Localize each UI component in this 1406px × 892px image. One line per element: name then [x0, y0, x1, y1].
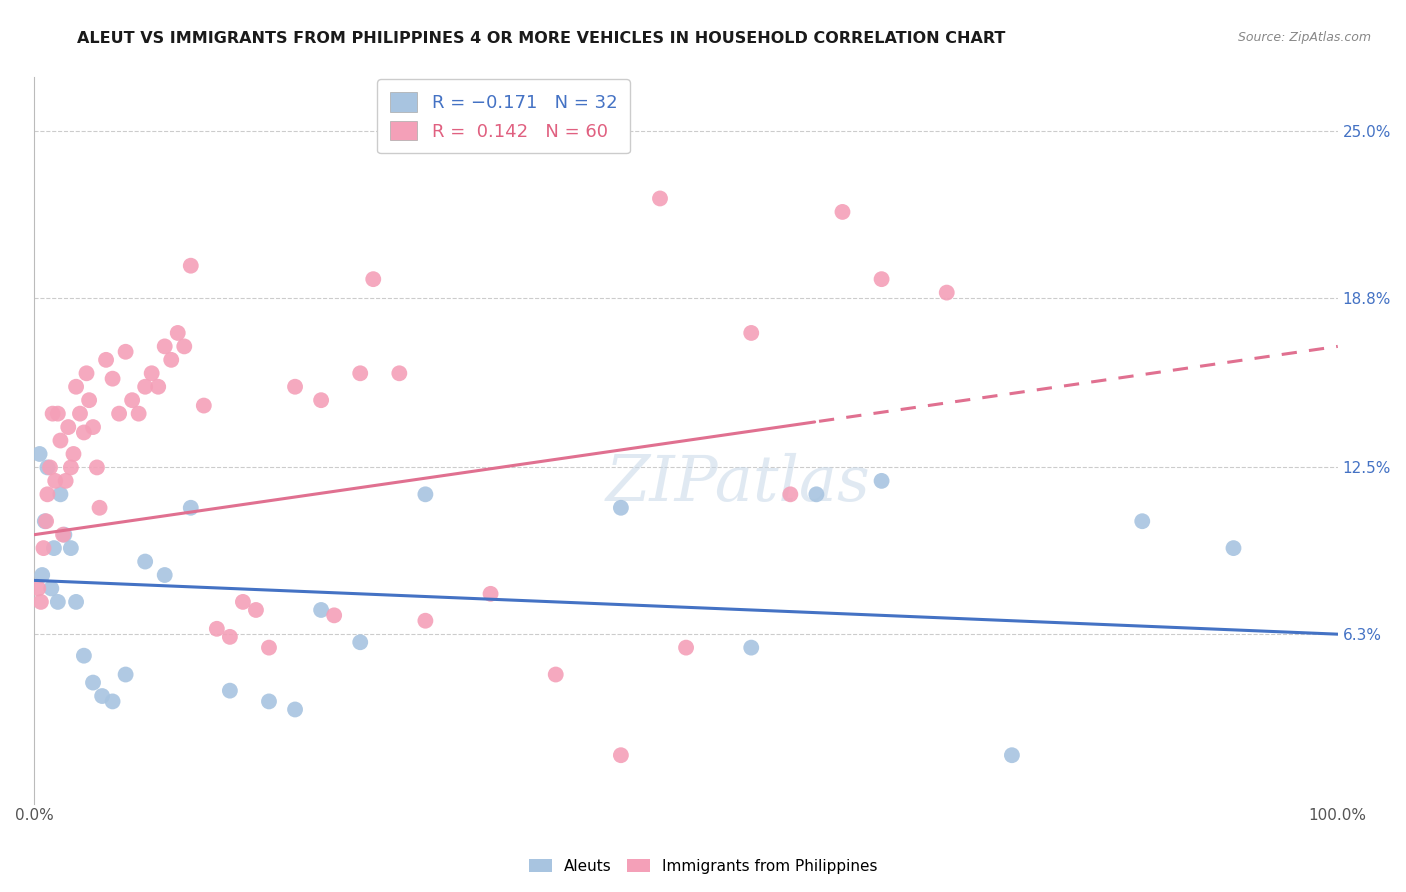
Point: [831, 205, 853, 219]
Point: [44, 474, 66, 488]
Point: [309, 603, 332, 617]
Point: [86, 460, 108, 475]
Point: [180, 500, 202, 515]
Point: [779, 487, 801, 501]
Point: [31, 568, 53, 582]
Text: ZIPatlas: ZIPatlas: [606, 453, 870, 515]
Point: [806, 487, 828, 501]
Point: [740, 640, 762, 655]
Text: ALEUT VS IMMIGRANTS FROM PHILIPPINES 4 OR MORE VEHICLES IN HOUSEHOLD CORRELATION: ALEUT VS IMMIGRANTS FROM PHILIPPINES 4 O…: [77, 31, 1005, 46]
Point: [284, 380, 307, 394]
Point: [82, 420, 104, 434]
Point: [59, 541, 82, 555]
Point: [27, 582, 49, 596]
Text: Source: ZipAtlas.com: Source: ZipAtlas.com: [1237, 31, 1371, 45]
Point: [479, 587, 502, 601]
Point: [323, 608, 346, 623]
Point: [648, 191, 671, 205]
Point: [65, 595, 87, 609]
Point: [58, 420, 80, 434]
Point: [46, 595, 69, 609]
Point: [42, 541, 65, 555]
Point: [309, 393, 332, 408]
Point: [39, 460, 62, 475]
Point: [30, 595, 52, 609]
Point: [675, 640, 697, 655]
Point: [52, 527, 75, 541]
Point: [134, 555, 156, 569]
Point: [173, 339, 195, 353]
Point: [53, 527, 76, 541]
Point: [141, 366, 163, 380]
Point: [49, 487, 72, 501]
Point: [34, 514, 56, 528]
Point: [35, 514, 58, 528]
Point: [388, 366, 411, 380]
Point: [114, 344, 136, 359]
Point: [166, 326, 188, 340]
Point: [205, 622, 228, 636]
Point: [114, 667, 136, 681]
Point: [59, 460, 82, 475]
Point: [160, 352, 183, 367]
Point: [349, 366, 371, 380]
Point: [870, 474, 893, 488]
Point: [544, 667, 567, 681]
Point: [62, 447, 84, 461]
Legend: Aleuts, Immigrants from Philippines: Aleuts, Immigrants from Philippines: [523, 853, 883, 880]
Point: [153, 339, 176, 353]
Point: [46, 407, 69, 421]
Point: [349, 635, 371, 649]
Point: [91, 689, 114, 703]
Point: [37, 487, 59, 501]
Point: [257, 694, 280, 708]
Point: [219, 630, 242, 644]
Point: [73, 648, 96, 663]
Point: [73, 425, 96, 440]
Point: [82, 675, 104, 690]
Point: [153, 568, 176, 582]
Point: [1001, 748, 1024, 763]
Point: [219, 683, 242, 698]
Point: [257, 640, 280, 655]
Point: [870, 272, 893, 286]
Point: [41, 582, 63, 596]
Point: [32, 541, 55, 555]
Point: [69, 407, 91, 421]
Point: [1130, 514, 1153, 528]
Point: [284, 702, 307, 716]
Point: [94, 352, 117, 367]
Point: [1222, 541, 1244, 555]
Point: [49, 434, 72, 448]
Point: [41, 407, 63, 421]
Point: [28, 447, 51, 461]
Point: [134, 380, 156, 394]
Point: [610, 748, 633, 763]
Point: [415, 487, 437, 501]
Point: [232, 595, 254, 609]
Point: [740, 326, 762, 340]
Legend: R = −0.171   N = 32, R =  0.142   N = 60: R = −0.171 N = 32, R = 0.142 N = 60: [377, 79, 630, 153]
Point: [121, 393, 143, 408]
Point: [180, 259, 202, 273]
Point: [148, 380, 170, 394]
Point: [55, 474, 77, 488]
Point: [193, 399, 215, 413]
Point: [77, 393, 100, 408]
Point: [935, 285, 957, 300]
Point: [245, 603, 267, 617]
Point: [76, 366, 98, 380]
Point: [610, 500, 633, 515]
Point: [415, 614, 437, 628]
Point: [65, 380, 87, 394]
Point: [108, 407, 131, 421]
Point: [89, 500, 111, 515]
Point: [361, 272, 384, 286]
Point: [101, 372, 124, 386]
Point: [37, 460, 59, 475]
Point: [128, 407, 150, 421]
Point: [101, 694, 124, 708]
